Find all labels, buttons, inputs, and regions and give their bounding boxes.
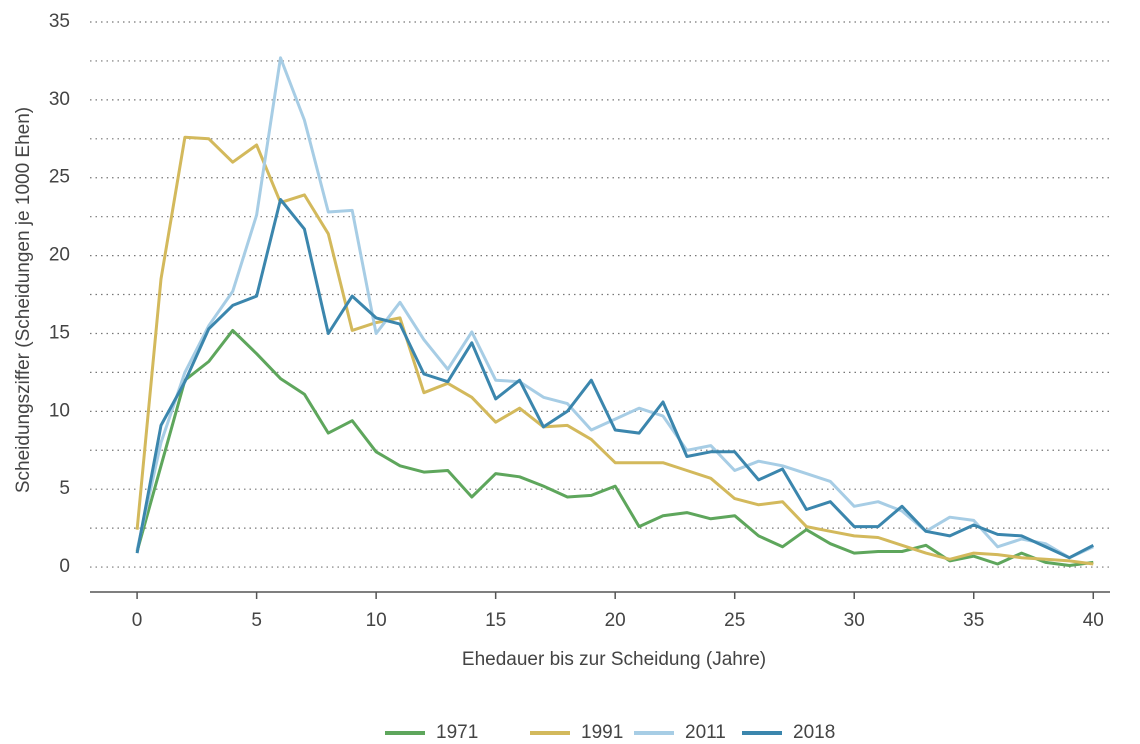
y-tick-label: 0 <box>59 556 70 577</box>
legend-label: 1971 <box>436 722 478 743</box>
x-tick-label: 25 <box>724 610 745 631</box>
x-tick-label: 10 <box>366 610 387 631</box>
x-axis-title: Ehedauer bis zur Scheidung (Jahre) <box>462 649 766 670</box>
y-tick-label: 25 <box>49 167 70 188</box>
x-tick-label: 20 <box>605 610 626 631</box>
data-line <box>135 56 1094 560</box>
x-tick-label: 40 <box>1083 610 1104 631</box>
legend-label: 2011 <box>685 722 726 743</box>
data-line <box>135 328 1094 567</box>
x-tick-label: 5 <box>251 610 262 631</box>
x-tick-label: 30 <box>844 610 865 631</box>
y-tick-label: 10 <box>49 400 70 421</box>
x-tick-label: 0 <box>132 610 143 631</box>
x-tick-label: 35 <box>963 610 984 631</box>
y-axis-title: Scheidungsziffer (Scheidungen je 1000 Eh… <box>13 107 34 493</box>
y-tick-label: 15 <box>49 322 70 343</box>
x-tick-label: 15 <box>485 610 506 631</box>
data-line <box>135 135 1094 566</box>
y-tick-label: 35 <box>49 11 70 32</box>
y-tick-label: 30 <box>49 89 70 110</box>
data-line <box>135 198 1094 560</box>
legend-label: 2018 <box>793 722 835 743</box>
legend-label: 1991 <box>581 722 623 743</box>
y-tick-label: 5 <box>59 478 70 499</box>
y-tick-label: 20 <box>49 245 70 266</box>
